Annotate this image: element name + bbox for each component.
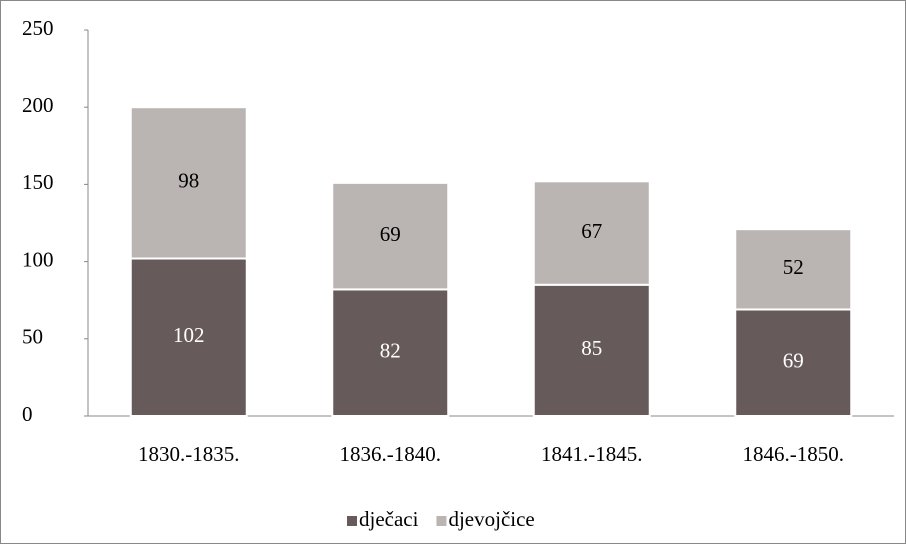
bar-segment	[734, 308, 853, 417]
legend-label: dječaci	[359, 507, 419, 531]
y-tick-label: 100	[22, 247, 54, 271]
data-label: 82	[380, 339, 401, 363]
legend-swatch	[347, 516, 357, 526]
y-tick-label: 200	[22, 93, 54, 117]
data-label: 67	[581, 219, 602, 243]
x-tick-label: 1836.-1840.	[340, 442, 442, 466]
legend-swatch	[436, 516, 447, 526]
data-label: 85	[581, 336, 602, 360]
legend-label: djevojčice	[448, 507, 534, 531]
bar-segment	[129, 257, 248, 417]
x-tick-label: 1830.-1835.	[138, 442, 240, 466]
bar-segment	[734, 228, 853, 311]
bar-segment	[129, 106, 248, 260]
y-tick-label: 0	[22, 402, 33, 426]
y-tick-label: 250	[22, 16, 54, 40]
y-tick-label: 50	[22, 325, 43, 349]
y-tick-label: 150	[22, 170, 54, 194]
bar-segment	[331, 288, 450, 417]
data-label: 52	[783, 255, 804, 279]
data-label: 98	[178, 169, 199, 193]
data-label: 69	[380, 222, 401, 246]
data-label: 102	[173, 323, 205, 347]
bar-segment	[331, 181, 450, 291]
x-tick-label: 1841.-1845.	[541, 442, 643, 466]
x-tick-label: 1846.-1850.	[743, 442, 845, 466]
bar-segment	[532, 180, 651, 286]
data-label: 69	[783, 349, 804, 373]
